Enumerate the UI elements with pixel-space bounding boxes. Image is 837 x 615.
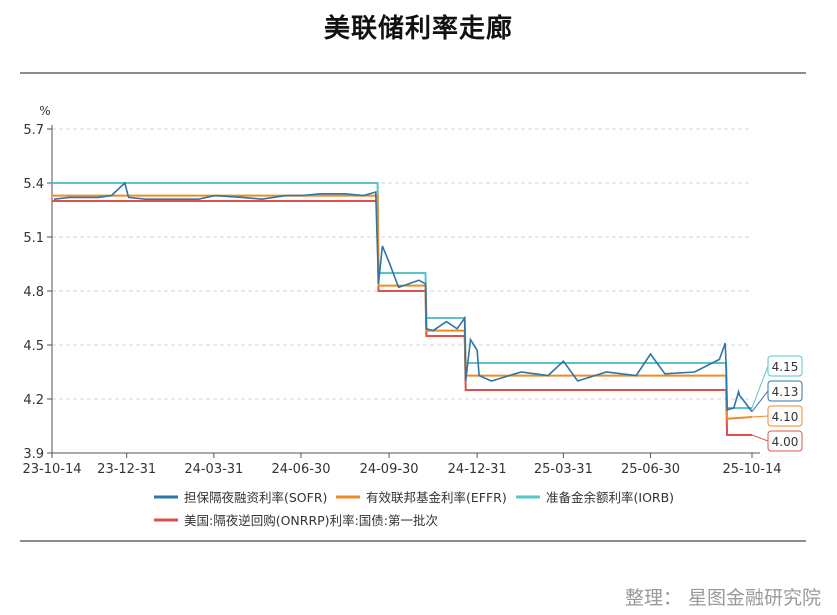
y-axis-label: % bbox=[39, 104, 50, 118]
chart-grid bbox=[52, 128, 752, 400]
legend-label: 准备金余额利率(IORB) bbox=[546, 490, 674, 505]
end-label-leader bbox=[751, 390, 769, 412]
x-tick-label: 24-03-31 bbox=[184, 462, 243, 477]
end-label-value: 4.10 bbox=[772, 410, 799, 424]
end-label-value: 4.00 bbox=[772, 435, 799, 449]
y-tick-label: 5.7 bbox=[23, 123, 44, 138]
series-line bbox=[52, 200, 752, 436]
series-line bbox=[53, 181, 753, 413]
series-line bbox=[52, 182, 752, 409]
x-tick-label: 23-12-31 bbox=[97, 462, 156, 477]
end-label-value: 4.13 bbox=[772, 385, 799, 399]
chart-legend: 担保隔夜融资利率(SOFR) 有效联邦基金利率(EFFR) 准备金余额利率(IORB… bbox=[154, 490, 674, 528]
end-label-box bbox=[767, 405, 803, 427]
end-label-leader bbox=[751, 434, 769, 442]
x-tick-label: 24-09-30 bbox=[360, 462, 419, 477]
x-tick-label: 24-12-31 bbox=[448, 462, 507, 477]
x-tick-label: 25-03-31 bbox=[534, 462, 593, 477]
y-tick-label: 5.1 bbox=[23, 231, 44, 246]
end-label-leader bbox=[751, 415, 769, 418]
end-label-box bbox=[767, 355, 803, 377]
x-tick-label: 24-06-30 bbox=[271, 462, 330, 477]
chart-series bbox=[52, 181, 753, 436]
credit-text: 整理： 星图金融研究院 bbox=[624, 587, 821, 609]
x-tick-label: 25-10-14 bbox=[722, 462, 781, 477]
page-title: 美联储利率走廊 bbox=[323, 14, 513, 44]
end-label-box bbox=[767, 380, 803, 402]
y-tick-label: 5.4 bbox=[23, 177, 44, 192]
series-line bbox=[52, 194, 753, 420]
y-tick-label: 4.5 bbox=[23, 339, 44, 354]
end-label-value: 4.15 bbox=[772, 360, 799, 374]
x-tick-label: 25-06-30 bbox=[621, 462, 680, 477]
bottom-divider bbox=[20, 540, 806, 542]
end-label-leader bbox=[751, 365, 769, 409]
legend-label: 有效联邦基金利率(EFFR) bbox=[366, 490, 507, 505]
y-tick-label: 4.8 bbox=[23, 285, 44, 300]
top-divider bbox=[20, 72, 806, 74]
x-tick-label: 23-10-14 bbox=[22, 462, 81, 477]
y-tick-label: 4.2 bbox=[23, 393, 44, 408]
legend-label: 担保隔夜融资利率(SOFR) bbox=[184, 490, 327, 505]
end-value-labels: 4.15 4.13 4.10 4.00 bbox=[751, 355, 803, 452]
y-tick-label: 3.9 bbox=[23, 447, 44, 462]
end-label-box bbox=[767, 430, 803, 452]
chart-axes: 3.9 4.2 4.5 4.8 5.1 5.4 5.7% 23-10-14 23-12-31 24… bbox=[22, 104, 781, 477]
legend-label: 美国:隔夜逆回购(ONRRP)利率:国债:第一批次 bbox=[184, 513, 438, 528]
